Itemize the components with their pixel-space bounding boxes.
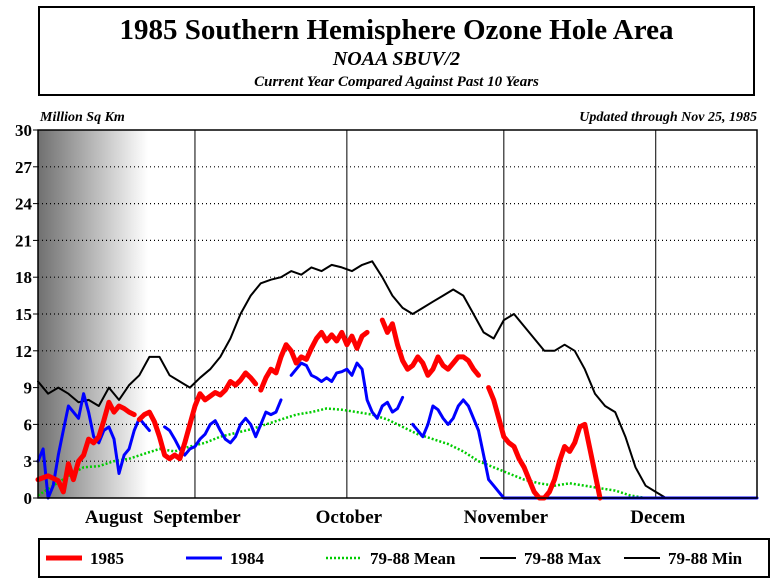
legend-label: 79-88 Min xyxy=(668,549,743,568)
x-tick-label: October xyxy=(316,507,383,528)
chart-title: 1985 Southern Hemisphere Ozone Hole Area xyxy=(119,14,674,46)
y-tick-label: 12 xyxy=(15,342,32,361)
updated-label: Updated through Nov 25, 1985 xyxy=(579,110,757,125)
series-line-1985 xyxy=(258,329,370,393)
y-tick-label: 9 xyxy=(24,379,33,398)
y-tick-label: 24 xyxy=(15,195,33,214)
legend-label: 79-88 Max xyxy=(524,549,601,568)
legend: 1985 1984 79-88 Mean 79-88 Max 79-88 Min xyxy=(38,538,770,578)
title-box: 1985 Southern Hemisphere Ozone Hole Area… xyxy=(38,6,755,96)
y-tick-label: 18 xyxy=(15,268,32,287)
x-tick-label: September xyxy=(153,507,241,528)
series-line-1985 xyxy=(379,317,481,378)
chart-subsubtitle: Current Year Compared Against Past 10 Ye… xyxy=(254,74,539,90)
series-line-1984 xyxy=(163,398,283,457)
legend-label: 1984 xyxy=(230,549,265,568)
series-line-79-88-mean xyxy=(37,407,757,500)
series-line-1985 xyxy=(35,399,137,495)
legend-label: 79-88 Mean xyxy=(370,549,456,568)
chart-subtitle: NOAA SBUV/2 xyxy=(332,48,461,70)
series-line-1984 xyxy=(289,361,405,420)
series-line-79-88-max xyxy=(37,260,758,499)
y-tick-label: 3 xyxy=(24,452,33,471)
y-tick-label: 6 xyxy=(24,415,33,434)
units-label: Million Sq Km xyxy=(39,110,125,125)
x-tick-label: August xyxy=(85,507,144,528)
axes: 0 3 6 9 12 15 18 21 24 27 30 September October Novemb… xyxy=(15,121,685,528)
series-line-1984 xyxy=(411,398,759,500)
series-line-1985 xyxy=(136,370,259,462)
legend-label: 1985 xyxy=(90,549,124,568)
series-line-1985 xyxy=(486,385,603,501)
series-line-1984 xyxy=(36,392,151,500)
chart-plot: Million Sq Km Updated through Nov 25, 19… xyxy=(15,110,759,528)
y-tick-label: 30 xyxy=(15,121,32,140)
series-lines xyxy=(35,260,759,501)
y-tick-label: 27 xyxy=(15,158,33,177)
y-tick-label: 21 xyxy=(15,231,32,250)
y-tick-label: 15 xyxy=(15,305,32,324)
y-tick-label: 0 xyxy=(24,489,33,508)
x-tick-label: November xyxy=(464,507,549,528)
x-tick-label: Decem xyxy=(630,507,685,528)
